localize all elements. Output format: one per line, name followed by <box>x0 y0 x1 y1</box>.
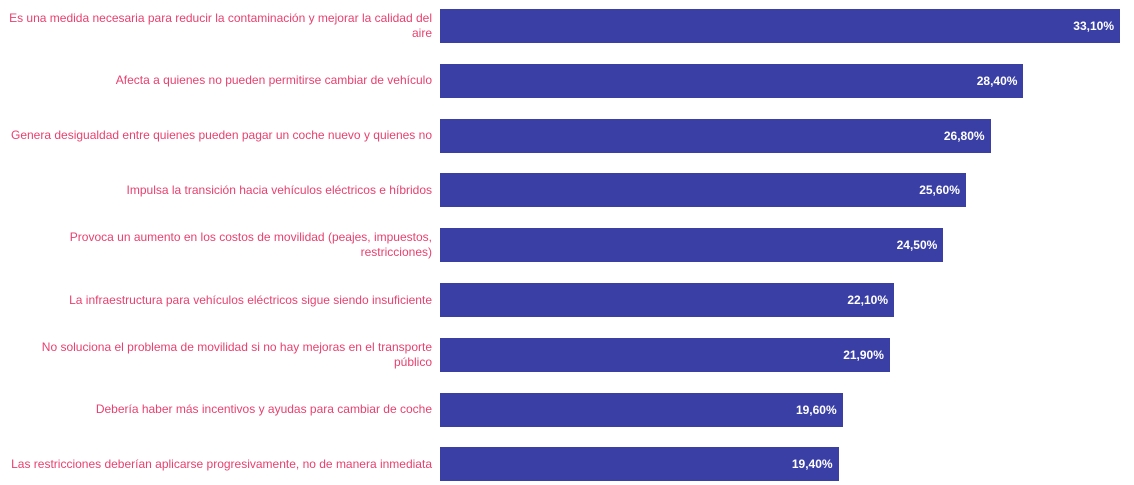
value-label: 25,60% <box>919 183 960 198</box>
bar <box>440 9 1120 43</box>
category-label: La infraestructura para vehículos eléctr… <box>69 292 432 307</box>
value-label: 26,80% <box>943 128 985 143</box>
bar <box>440 228 944 263</box>
bar <box>440 447 839 482</box>
bar <box>440 173 966 208</box>
value-label: 22,10% <box>847 293 889 307</box>
bar <box>440 392 843 427</box>
bar <box>440 337 890 372</box>
category-label: Las restricciones deberían aplicarse pro… <box>11 456 432 471</box>
category-label: Afecta a quienes no pueden permitirse ca… <box>115 73 432 88</box>
value-label: 28,40% <box>976 73 1018 88</box>
category-label: Es una medida necesaria para reducir la … <box>9 11 432 40</box>
value-label: 24,50% <box>896 238 938 253</box>
value-label: 19,40% <box>791 457 833 472</box>
value-label: 19,60% <box>795 402 837 417</box>
bar <box>440 63 1024 98</box>
category-label: Impulsa la transición hacia vehículos el… <box>126 182 432 197</box>
bar <box>440 283 895 317</box>
category-label: Debería haber más incentivos y ayudas pa… <box>95 402 432 417</box>
value-label: 33,10% <box>1073 19 1114 33</box>
bar <box>440 118 991 153</box>
value-label: 21,90% <box>843 347 884 362</box>
category-label: Genera desigualdad entre quienes pueden … <box>11 128 432 143</box>
category-label: No soluciona el problema de movilidad si… <box>41 339 432 369</box>
category-label: Provoca un aumento en los costos de movi… <box>69 230 432 260</box>
